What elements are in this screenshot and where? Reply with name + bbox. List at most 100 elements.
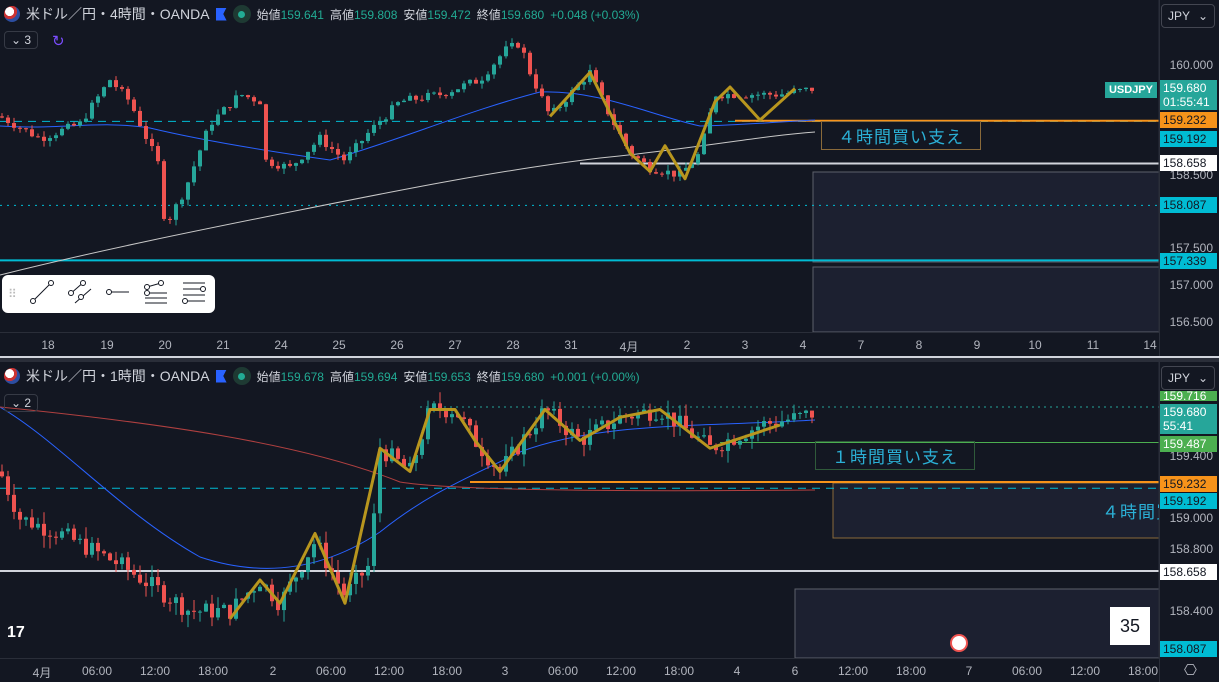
candle-body [252, 591, 256, 593]
candle-body [162, 161, 166, 219]
bookmark-flag-icon[interactable] [215, 369, 227, 383]
candle-body [432, 92, 436, 94]
candle-body [492, 64, 496, 75]
chart-pane-1h[interactable]: 米ドル／円・1時間・OANDA 始値159.678 高値159.694 安値159.… [0, 362, 1219, 682]
candle-body [414, 454, 418, 463]
candle-body [312, 544, 316, 558]
candle-body [600, 82, 604, 96]
candle-body [720, 96, 724, 99]
cyan-line-tag: 158.087 [1160, 641, 1217, 657]
horizontal-ray-icon[interactable] [105, 279, 131, 310]
time-axis-1h[interactable]: 4月 06:00 12:00 18:00 2 06:00 12:00 18:00 3 06:00 1… [0, 658, 1159, 682]
candle-body [96, 542, 100, 552]
candle-body [744, 438, 748, 441]
candle-body [432, 403, 436, 409]
indicators-toggle[interactable]: ⌄ 2 [4, 394, 39, 412]
candle-body [156, 577, 160, 586]
currency-select[interactable]: JPY ⌄ [1161, 4, 1215, 28]
time-label: 18:00 [663, 664, 695, 678]
candle-body [426, 92, 430, 101]
candle-body [360, 572, 364, 576]
candle-body [588, 429, 592, 445]
candle-body [384, 449, 388, 462]
candle-body [798, 413, 802, 415]
candle-body [216, 114, 220, 125]
candle-body [588, 70, 592, 83]
candle-body [714, 96, 718, 113]
trend-line-icon[interactable] [29, 279, 55, 310]
candle-body [378, 121, 382, 125]
candle-body [348, 152, 352, 161]
candle-body [726, 439, 730, 451]
candle-body [276, 165, 280, 169]
pane-separator[interactable] [0, 356, 1219, 362]
price-tick: 159.000 [1169, 511, 1213, 525]
candle-body [354, 572, 358, 584]
bookmark-flag-icon[interactable] [215, 7, 227, 21]
time-label: 3 [501, 664, 509, 678]
settings-icon[interactable]: ⎔ [1183, 662, 1197, 679]
drawing-toolbar[interactable]: ⠿ [2, 275, 215, 313]
ohlc-values: 始値159.678 高値159.694 安値159.653 終値159.680 +0.0… [256, 369, 640, 384]
candle-body [204, 603, 208, 612]
candle-body [18, 511, 22, 520]
candle-body [336, 572, 340, 584]
candle-body [648, 409, 652, 421]
candle-body [228, 107, 232, 109]
zone-box [812, 266, 1159, 332]
candle-body [126, 88, 130, 100]
candle-body [732, 94, 736, 98]
candle-body [534, 428, 538, 435]
time-label: 7 [965, 664, 973, 678]
candle-body [516, 42, 520, 48]
candle-body [732, 439, 736, 445]
candle-body [18, 127, 22, 129]
candle-body [636, 156, 640, 159]
candle-body [534, 74, 538, 89]
horizontal-lines-icon[interactable] [181, 279, 207, 310]
chart-pane-4h[interactable]: 米ドル／円・4時間・OANDA 始値159.641 高値159.808 安値159.… [0, 0, 1219, 356]
candle-body [192, 166, 196, 183]
symbol-title[interactable]: 米ドル／円・1時間・OANDA [26, 368, 210, 384]
price-axis-1h[interactable]: JPY ⌄ 159.400 159.000 158.800 158.400 159… [1159, 362, 1219, 682]
time-label: 12:00 [139, 664, 171, 678]
market-status-icon[interactable] [232, 367, 251, 385]
candle-body [378, 449, 382, 514]
candle-body [312, 144, 316, 152]
sync-icon[interactable]: ↻ [52, 33, 65, 50]
candle-body [144, 582, 148, 587]
annotation-4h-support[interactable]: ４時間買い支え [1102, 503, 1159, 522]
time-label: 06:00 [81, 664, 113, 678]
currency-select[interactable]: JPY ⌄ [1161, 366, 1215, 390]
candle-body [450, 92, 454, 96]
candle-body [408, 95, 412, 101]
market-status-icon[interactable] [232, 5, 251, 23]
candle-body [6, 117, 10, 124]
indicators-toggle[interactable]: ⌄ 3 [4, 31, 39, 49]
candle-body [276, 601, 280, 611]
time-axis-4h[interactable]: 18 19 20 21 24 25 26 27 28 31 4月 2 3 4 7 8 9 10 11 14 [0, 332, 1159, 356]
tradingview-logo[interactable]: 17 [7, 624, 25, 641]
candle-body [150, 577, 154, 587]
orange-line-tag: 159.232 [1160, 476, 1217, 492]
candle-body [396, 102, 400, 106]
drag-handle-icon[interactable]: ⠿ [8, 287, 17, 301]
annotation-1h-support[interactable]: １時間買い支え [815, 441, 975, 470]
candle-body [408, 462, 412, 467]
candle-body [558, 408, 562, 426]
price-axis-4h[interactable]: JPY ⌄ 160.000 158.500 157.500 157.000 156… [1159, 0, 1219, 356]
candle-body [294, 163, 298, 166]
candle-body [504, 46, 508, 57]
price-chart-1h[interactable] [0, 362, 1159, 658]
candle-body [132, 99, 136, 111]
time-label: 2 [683, 338, 691, 352]
us-event-icon[interactable] [950, 634, 968, 652]
annotation-4h-support[interactable]: ４時間買い支え [821, 121, 981, 150]
candle-body [366, 565, 370, 576]
symbol-title[interactable]: 米ドル／円・4時間・OANDA [26, 6, 210, 22]
candle-body [690, 163, 694, 168]
price-chart-4h[interactable] [0, 0, 1159, 332]
parallel-channel-icon[interactable] [67, 279, 93, 310]
fib-retracement-icon[interactable] [143, 279, 169, 310]
time-label: 9 [973, 338, 981, 352]
